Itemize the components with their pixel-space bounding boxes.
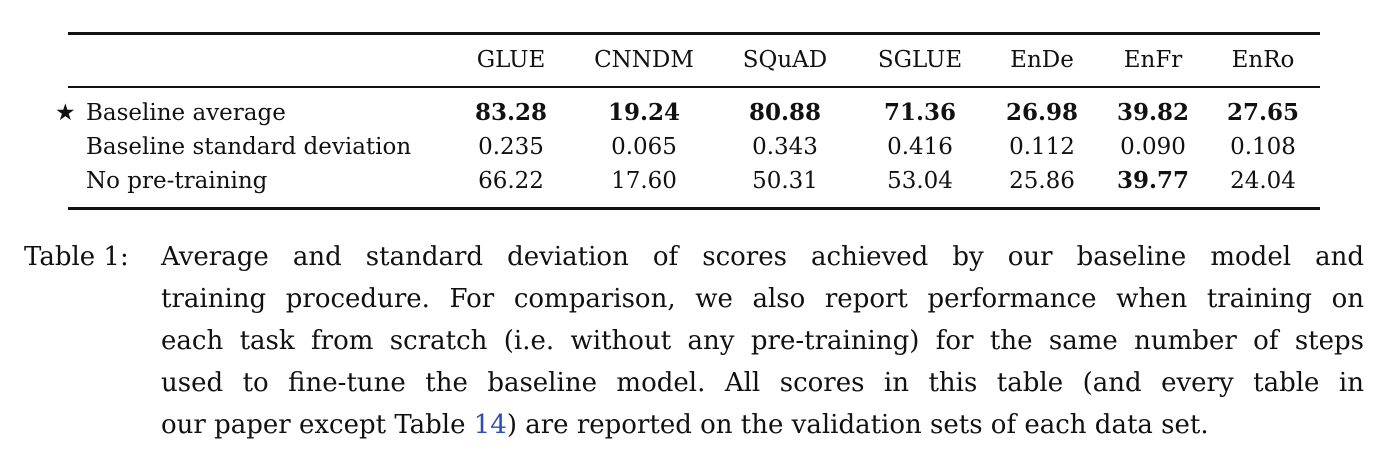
table-row: ★ Baseline average 83.28 19.24 80.88 71.… [55, 96, 1320, 130]
table-cell: 0.065 [611, 134, 677, 160]
row-label: Baseline average [86, 100, 286, 126]
column-header-enro: EnRo [1231, 47, 1295, 73]
column-header-cnndm: CNNDM [594, 47, 694, 73]
caption-line: our paper except Table 14) are reported … [161, 404, 1364, 446]
results-table: GLUE CNNDM SQuAD SGLUE EnDe EnFr EnRo ★ … [55, 32, 1320, 210]
table-cell: 83.28 [474, 99, 548, 126]
star-icon: ★ [55, 100, 76, 126]
table-bottom-rule [68, 207, 1320, 210]
table-header-rule [68, 86, 1320, 88]
table-reference-link[interactable]: 14 [473, 410, 507, 440]
table-header-row: GLUE CNNDM SQuAD SGLUE EnDe EnFr EnRo [68, 35, 1320, 86]
table-cell: 24.04 [1230, 168, 1296, 194]
table-cell: 0.343 [752, 134, 818, 160]
table-cell: 25.86 [1009, 168, 1075, 194]
caption-line: each task from scratch (i.e. without any… [161, 326, 1364, 356]
table-cell: 19.24 [607, 99, 681, 126]
table-cell: 26.98 [1005, 99, 1079, 126]
table-cell: 39.77 [1116, 167, 1190, 194]
table-caption: Table 1: Average and standard deviation … [24, 236, 1364, 446]
caption-line: Average and standard deviation of scores… [161, 242, 1364, 272]
table-row: Baseline standard deviation 0.235 0.065 … [68, 130, 1320, 164]
column-header-enfr: EnFr [1123, 47, 1183, 73]
column-header-ende: EnDe [1010, 47, 1074, 73]
table-top-rule [68, 32, 1320, 35]
row-label: No pre-training [86, 168, 268, 194]
caption-line: training procedure. For comparison, we a… [161, 284, 1364, 314]
table-row: No pre-training 66.22 17.60 50.31 53.04 … [68, 164, 1320, 198]
table-cell: 80.88 [748, 99, 822, 126]
table-cell: 17.60 [611, 168, 677, 194]
caption-label: Table 1: [24, 242, 129, 272]
column-header-glue: GLUE [476, 47, 546, 73]
caption-text: Average and standard deviation of scores… [161, 236, 1364, 446]
table-cell: 27.65 [1226, 99, 1300, 126]
table-cell: 0.090 [1120, 134, 1186, 160]
table-cell: 66.22 [478, 168, 544, 194]
table-cell: 0.112 [1009, 134, 1075, 160]
table-cell: 53.04 [887, 168, 953, 194]
table-cell: 0.235 [478, 134, 544, 160]
table-cell: 0.416 [887, 134, 953, 160]
table-cell: 39.82 [1116, 99, 1190, 126]
column-header-squad: SQuAD [742, 47, 828, 73]
table-cell: 50.31 [752, 168, 818, 194]
caption-text-segment: ) are reported on the validation sets of… [506, 410, 1209, 440]
caption-line: used to fine-tune the baseline model. Al… [161, 368, 1364, 398]
column-header-sglue: SGLUE [877, 47, 963, 73]
table-cell: 71.36 [883, 99, 957, 126]
row-label: Baseline standard deviation [86, 134, 412, 160]
table-cell: 0.108 [1230, 134, 1296, 160]
caption-text-segment: our paper except Table [161, 410, 474, 440]
